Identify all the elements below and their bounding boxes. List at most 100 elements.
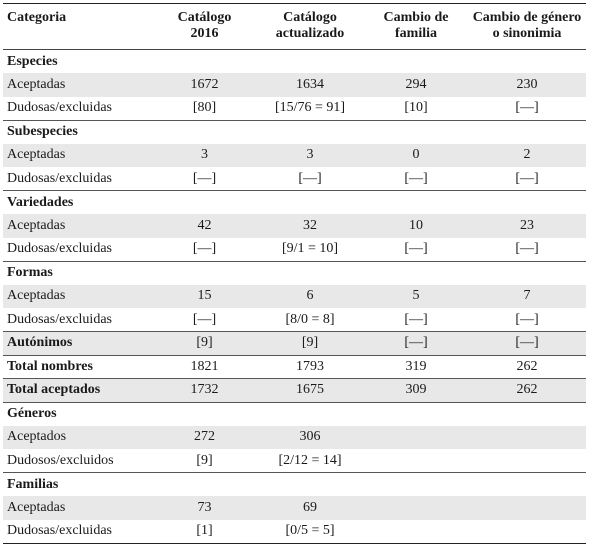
cell-cambio-familia: [10] xyxy=(404,100,428,115)
section-row-especies: Especies xyxy=(3,49,586,73)
row-label: Dudosas/excluidas xyxy=(7,241,112,256)
table-row-autonimos: Autónimos [9] [9] [—] [—] xyxy=(3,331,586,355)
cell-cambio-familia: [—] xyxy=(404,170,428,186)
table-row: Dudosas/excluidas [1] [0/5 = 5] xyxy=(3,519,586,544)
table-row: Dudosas/excluidas [—] [9/1 = 10] [—] [—] xyxy=(3,238,586,262)
section-row-variedades: Variedades xyxy=(3,190,586,214)
cell-cambio-familia: 10 xyxy=(364,214,468,238)
cell-cambio-familia xyxy=(364,519,468,544)
table-row-total-aceptados: Total aceptados 1732 1675 309 262 xyxy=(3,378,586,402)
cell-catalogo-actualizado: [9] xyxy=(256,331,364,355)
table-row: Aceptadas 73 69 xyxy=(3,496,586,520)
cell-catalogo-2016: [1] xyxy=(153,519,256,544)
cell-cambio-genero: [—] xyxy=(468,331,586,355)
cell-cambio-genero: 23 xyxy=(468,214,586,238)
table-row: Dudosas/excluidas [—] [8/0 = 8] [—] [—] xyxy=(3,308,586,332)
row-label: Dudosas/excluidas xyxy=(7,100,112,115)
cell-catalogo-actualizado: [0/5 = 5] xyxy=(256,519,364,544)
cell-cambio-familia: 5 xyxy=(364,284,468,308)
cell-catalogo-2016: 3 xyxy=(153,143,256,167)
section-row-generos: Géneros xyxy=(3,401,586,426)
header-catalogo-2016: Catálogo 2016 xyxy=(153,3,256,50)
cell-cambio-genero: [—] xyxy=(515,100,539,115)
cell-catalogo-actualizado: [8/0 = 8] xyxy=(285,311,335,327)
header-cambio-genero: Cambio de género o sinonimia xyxy=(468,3,586,50)
cell-catalogo-2016: 15 xyxy=(153,284,256,308)
header-catalogo-2016-line1: Catálogo xyxy=(177,10,232,25)
section-label: Subespecies xyxy=(3,119,586,144)
row-label: Aceptadas xyxy=(3,284,153,308)
cell-catalogo-2016: [80] xyxy=(192,100,217,115)
cell-catalogo-2016: 73 xyxy=(153,496,256,520)
header-cambio-familia: Cambio de familia xyxy=(364,3,468,50)
cell-catalogo-actualizado: 1634 xyxy=(256,73,364,97)
cell-catalogo-actualizado: 32 xyxy=(256,214,364,238)
header-catalogo-actualizado-line2: actualizado xyxy=(275,26,345,41)
cell-catalogo-2016: [9] xyxy=(153,331,256,355)
table-row: Dudosas/excluidas [—] [—] [—] [—] xyxy=(3,167,586,191)
cell-catalogo-actualizado: 1675 xyxy=(256,378,364,402)
cell-catalogo-2016: 1821 xyxy=(153,354,256,379)
header-categoria: Categoria xyxy=(3,3,153,50)
cell-catalogo-actualizado: [15/76 = 91] xyxy=(274,100,346,115)
table-body: Especies Aceptadas 1672 1634 294 230 Dudosas… xyxy=(3,49,586,544)
cell-cambio-genero: [—] xyxy=(515,241,539,256)
cell-cambio-familia xyxy=(364,496,468,520)
cell-cambio-genero: 262 xyxy=(468,354,586,379)
cell-catalogo-actualizado: 1793 xyxy=(256,354,364,379)
cell-cambio-genero: 262 xyxy=(468,378,586,402)
cell-cambio-familia: [—] xyxy=(404,311,428,327)
section-label: Especies xyxy=(3,49,586,73)
cell-cambio-familia: 309 xyxy=(364,378,468,402)
cell-cambio-genero: [—] xyxy=(515,311,539,327)
table-row: Aceptados 272 306 xyxy=(3,425,586,449)
table-row: Aceptadas 42 32 10 23 xyxy=(3,214,586,238)
header-catalogo-2016-line2: 2016 xyxy=(190,26,219,41)
cell-cambio-genero xyxy=(468,519,586,544)
section-row-familias: Familias xyxy=(3,472,586,496)
cell-cambio-familia: 319 xyxy=(364,354,468,379)
header-cambio-genero-line2: o sinonimia xyxy=(492,26,562,41)
cell-catalogo-2016: [9] xyxy=(196,452,213,468)
cell-catalogo-actualizado: 69 xyxy=(256,496,364,520)
row-label: Aceptadas xyxy=(3,73,153,97)
cell-catalogo-actualizado: 306 xyxy=(256,425,364,449)
row-label: Aceptadas xyxy=(3,143,153,167)
row-label: Autónimos xyxy=(3,331,153,355)
cell-catalogo-2016: 42 xyxy=(153,214,256,238)
row-label: Dudosos/excluidos xyxy=(7,452,114,468)
table-row: Aceptadas 15 6 5 7 xyxy=(3,284,586,308)
cell-catalogo-actualizado: 3 xyxy=(256,143,364,167)
section-label: Formas xyxy=(3,260,586,285)
section-label: Variedades xyxy=(3,190,586,214)
table-row: Dudosas/excluidas [80] [15/76 = 91] [10] [—] xyxy=(3,97,586,121)
cell-cambio-genero: 2 xyxy=(468,143,586,167)
cell-catalogo-2016: 1672 xyxy=(153,73,256,97)
cell-catalogo-2016: [—] xyxy=(192,170,217,186)
row-label: Dudosas/excluidas xyxy=(7,170,112,186)
section-row-formas: Formas xyxy=(3,260,586,285)
header-cambio-familia-line2: familia xyxy=(395,26,437,41)
cell-catalogo-actualizado: [2/12 = 14] xyxy=(278,452,342,468)
section-row-subespecies: Subespecies xyxy=(3,119,586,144)
cell-cambio-familia: 294 xyxy=(364,73,468,97)
cell-cambio-genero: 230 xyxy=(468,73,586,97)
section-label: Familias xyxy=(3,472,586,496)
header-row: Categoria Catálogo 2016 Catálogo actualiza… xyxy=(3,3,586,50)
table-row: Dudosos/excluidos [9] [2/12 = 14] xyxy=(3,449,586,473)
cell-cambio-familia xyxy=(364,425,468,449)
row-label: Total nombres xyxy=(3,354,153,379)
header-cambio-genero-line1: Cambio de género xyxy=(472,10,582,25)
row-label: Total aceptados xyxy=(3,378,153,402)
section-label: Géneros xyxy=(3,401,586,426)
row-label: Aceptadas xyxy=(3,214,153,238)
header-cambio-familia-line1: Cambio de xyxy=(383,10,449,25)
cell-catalogo-actualizado: 6 xyxy=(256,284,364,308)
table-header: Categoria Catálogo 2016 Catálogo actualiza… xyxy=(3,3,586,50)
table-row: Aceptadas 1672 1634 294 230 xyxy=(3,73,586,97)
taxa-summary-table: Categoria Catálogo 2016 Catálogo actualiza… xyxy=(3,3,586,544)
cell-cambio-genero xyxy=(468,449,586,473)
cell-cambio-familia: [—] xyxy=(404,241,428,256)
row-label: Dudosas/excluidas xyxy=(3,519,153,544)
